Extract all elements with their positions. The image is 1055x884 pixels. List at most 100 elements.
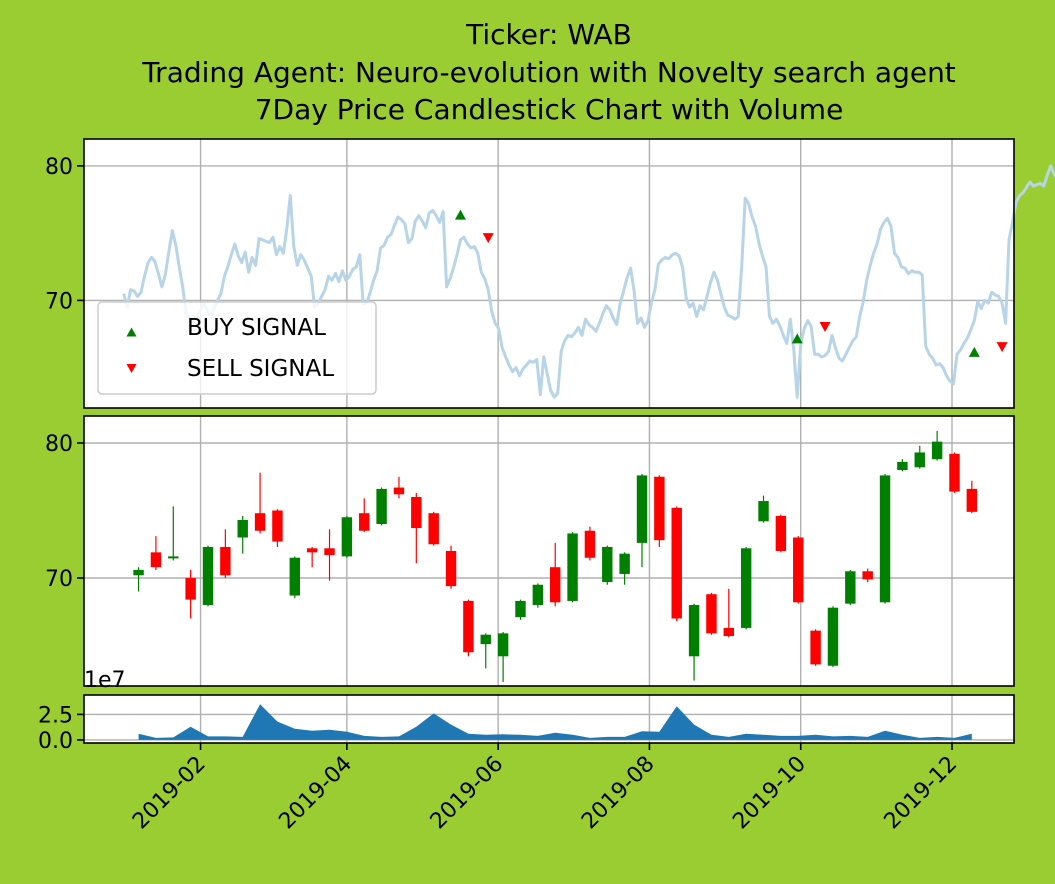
candle-body (688, 605, 700, 657)
candle-up (289, 556, 301, 599)
candle-down (549, 542, 561, 607)
price-line (122, 164, 1055, 399)
title-ticker: Ticker: WAB (465, 18, 632, 51)
candle-body (411, 497, 422, 529)
candle-up (845, 569, 856, 605)
candle-up (237, 515, 248, 554)
candle-body (810, 630, 821, 665)
candle-body (237, 519, 248, 538)
candle-body (289, 557, 301, 596)
candle-down (254, 472, 266, 534)
candle-up (636, 474, 648, 568)
candle-up (480, 633, 491, 669)
y-tick-label: 80 (45, 432, 73, 457)
candle-up (619, 552, 630, 585)
candle-down (411, 492, 422, 564)
candle-panel-background (84, 416, 1014, 686)
candle-up (532, 583, 544, 608)
candle-body (532, 584, 544, 605)
candle-up (497, 632, 509, 682)
candle-body (602, 546, 613, 583)
candle-down (445, 545, 457, 589)
price-panel-grid (84, 139, 1014, 408)
candle-body (168, 556, 179, 559)
candle-down (150, 536, 162, 570)
candle-up (879, 474, 891, 604)
candle-down (584, 526, 596, 561)
candle-down (220, 529, 231, 578)
candle-up (602, 545, 613, 585)
candle-body (827, 607, 839, 666)
candle-up (567, 532, 578, 603)
candle-down (862, 568, 873, 583)
candle-body (497, 633, 509, 657)
candle-body (220, 546, 231, 576)
candle-up (341, 515, 353, 558)
candle-body (133, 569, 144, 576)
candle-body (845, 571, 856, 604)
x-tick-label: 2019-06 (426, 752, 509, 835)
price-panel: 70 80 BUY SIGNAL SELL SIGNAL (45, 138, 1055, 409)
candle-body (584, 530, 596, 558)
candle-body (463, 600, 474, 653)
candle-body (359, 513, 370, 531)
x-tick-label: 2019-04 (274, 752, 357, 835)
candle-down (185, 569, 196, 619)
candle-down (654, 475, 665, 547)
candle-down (949, 452, 960, 493)
candle-panel: 70 80 (45, 415, 1015, 687)
candle-down (324, 529, 335, 581)
x-tick-label: 2019-08 (577, 752, 660, 835)
volume-panel-frame (83, 694, 1015, 744)
candle-body (515, 600, 526, 618)
price-panel-frame (83, 138, 1015, 409)
candles (133, 430, 978, 682)
y-tick-label: 70 (45, 289, 73, 314)
buy-signal-marker (791, 333, 803, 344)
candle-body (185, 578, 196, 600)
candle-body (445, 551, 457, 587)
candle-down (706, 592, 717, 635)
candle-down (671, 506, 682, 622)
legend-buy-label: BUY SIGNAL (187, 315, 326, 341)
candle-up (133, 567, 144, 592)
candle-body (723, 627, 735, 637)
volume-panel-y-ticks: 0.02.5 (38, 703, 84, 754)
candle-down (723, 588, 735, 638)
y-tick-label: 80 (45, 155, 73, 180)
x-tick-label: 2019-10 (728, 752, 811, 835)
legend: BUY SIGNAL SELL SIGNAL (97, 301, 377, 395)
candle-up (758, 495, 769, 523)
candle-up (688, 603, 700, 681)
candle-body (879, 475, 891, 603)
candle-down (810, 629, 821, 666)
candle-body (775, 515, 787, 551)
candle-down (306, 546, 318, 568)
buy-legend-marker-icon (126, 327, 137, 337)
candle-up (931, 430, 943, 461)
candle-up (740, 546, 752, 630)
volume-area (138, 704, 972, 740)
sell-signal-marker (819, 321, 831, 332)
candle-up (897, 459, 908, 472)
figure-title: Ticker: WAB Trading Agent: Neuro-evoluti… (141, 18, 956, 126)
candle-body (393, 487, 405, 495)
candle-body (254, 513, 266, 531)
buy-signal-marker (968, 346, 980, 357)
candle-down (272, 509, 283, 547)
y-tick-label: 0.0 (38, 729, 73, 754)
buy-signal-marker (454, 209, 466, 220)
candle-body (966, 488, 978, 512)
candle-body (428, 513, 439, 545)
sell-signal-marker (482, 233, 494, 244)
candle-down (966, 480, 978, 514)
sell-legend-marker-icon (126, 364, 137, 373)
legend-box (97, 301, 377, 395)
candle-body (306, 548, 318, 553)
sell-signal-marker (996, 342, 1008, 353)
candle-down (359, 498, 370, 533)
candle-body (480, 634, 491, 645)
candle-up (376, 487, 387, 526)
candle-body (793, 537, 804, 603)
title-agent: Trading Agent: Neuro-evolution with Nove… (141, 56, 956, 89)
